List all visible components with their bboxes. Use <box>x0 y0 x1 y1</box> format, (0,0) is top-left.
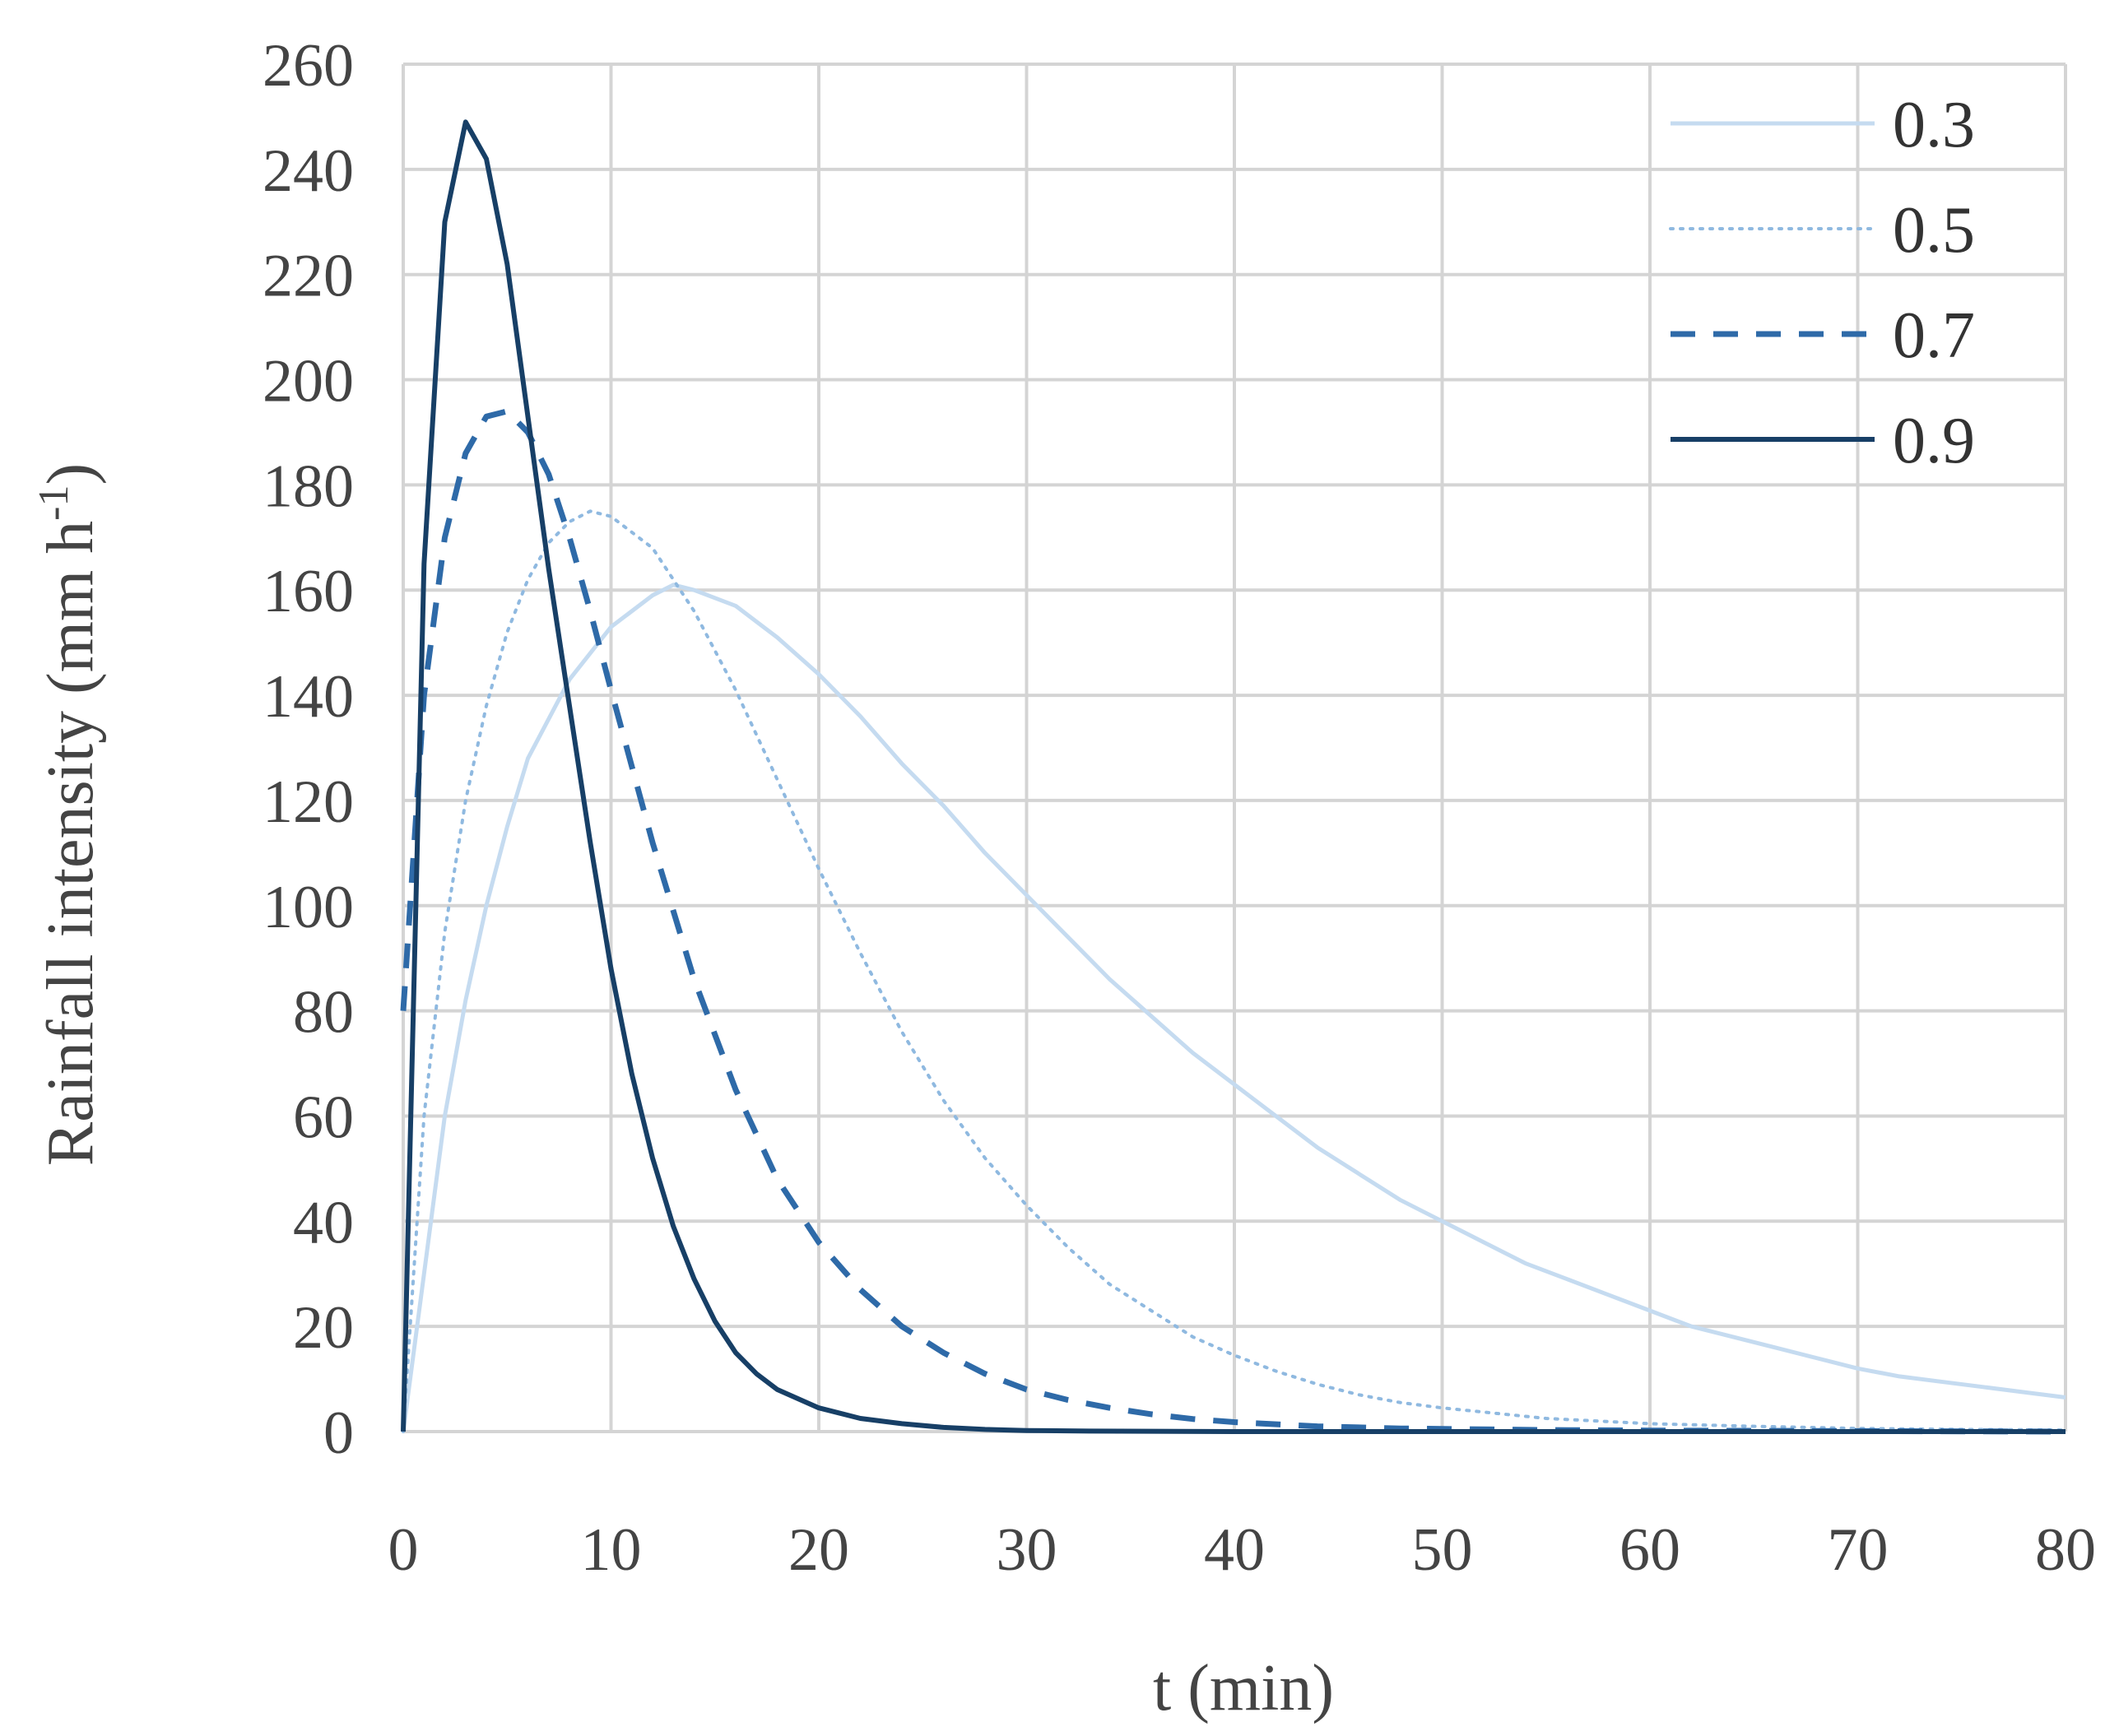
y-axis-ticks: 0 20 40 60 80 100 120 140 160 180 200 220 240 260 <box>263 32 354 1467</box>
grid <box>402 63 2067 1433</box>
legend-label-0.5: 0.5 <box>1893 194 1975 267</box>
legend: 0.3 0.5 0.7 0.9 <box>1669 89 1975 477</box>
y-axis-title-superscript: -1 <box>30 485 77 520</box>
x-axis-ticks: 0 10 20 30 40 50 60 70 80 <box>388 1516 2097 1584</box>
x-tick-label: 10 <box>581 1516 642 1584</box>
y-tick-label: 240 <box>263 137 354 205</box>
x-tick-label: 70 <box>1828 1516 1889 1584</box>
legend-label-0.3: 0.3 <box>1893 89 1975 161</box>
y-tick-label: 100 <box>263 874 354 941</box>
series-line-0.7 <box>400 408 2066 1435</box>
x-tick-label: 50 <box>1412 1516 1473 1584</box>
x-tick-label: 60 <box>1619 1516 1680 1584</box>
y-tick-label: 260 <box>263 32 354 100</box>
y-tick-label: 160 <box>263 558 354 625</box>
x-tick-label: 80 <box>2035 1516 2096 1584</box>
x-tick-label: 0 <box>388 1516 419 1584</box>
y-tick-label: 80 <box>293 979 354 1047</box>
y-axis-title: Rainfall intensity (mm h-1) <box>30 463 107 1166</box>
legend-label-0.9: 0.9 <box>1893 405 1975 477</box>
x-axis-title: t (min) <box>1153 1652 1334 1724</box>
x-tick-label: 20 <box>788 1516 849 1584</box>
y-tick-label: 0 <box>323 1399 354 1467</box>
x-tick-label: 40 <box>1204 1516 1265 1584</box>
series-line-0.9 <box>401 119 2066 1434</box>
y-axis-title-close: ) <box>35 463 107 485</box>
legend-label-0.7: 0.7 <box>1893 299 1975 372</box>
x-tick-label: 30 <box>997 1516 1057 1584</box>
y-tick-label: 200 <box>263 348 354 415</box>
y-tick-label: 40 <box>293 1189 354 1256</box>
y-tick-label: 180 <box>263 453 354 520</box>
series-layer <box>400 119 2067 1435</box>
series-line-0.5 <box>402 509 2067 1433</box>
y-tick-label: 20 <box>293 1294 354 1362</box>
series-line-0.3 <box>401 583 2066 1432</box>
y-tick-label: 120 <box>263 768 354 836</box>
y-axis-title-main: Rainfall intensity (mm h <box>35 521 107 1166</box>
y-tick-label: 60 <box>293 1084 354 1151</box>
y-tick-label: 140 <box>263 663 354 731</box>
y-tick-label: 220 <box>263 243 354 310</box>
